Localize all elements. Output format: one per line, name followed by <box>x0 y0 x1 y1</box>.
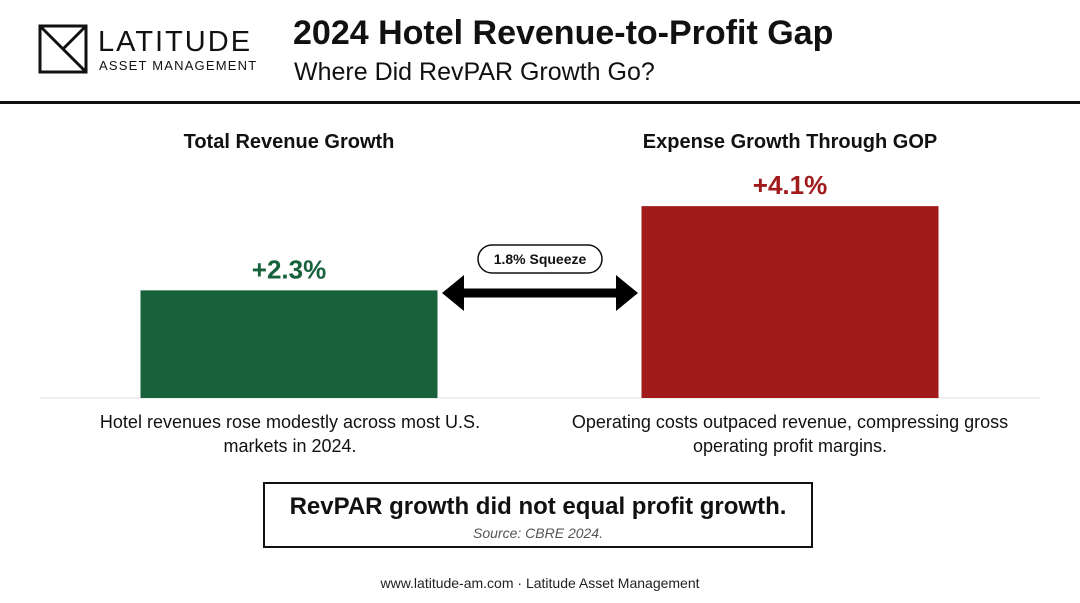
squeeze-arrow <box>442 275 638 311</box>
page-title: 2024 Hotel Revenue-to-Profit Gap <box>293 14 834 52</box>
squeeze-annotation: 1.8% Squeeze <box>494 251 587 267</box>
bar-chart: Total Revenue Growth Expense Growth Thro… <box>40 131 1040 399</box>
source-note: Source: CBRE 2024. <box>473 525 603 541</box>
value-label-revenue: +2.3% <box>252 254 326 284</box>
brand-name: LATITUDE <box>98 26 253 58</box>
revenue-description: Hotel revenues rose modestly across most… <box>99 412 481 456</box>
category-label-revenue: Total Revenue Growth <box>184 131 395 153</box>
value-label-expense: +4.1% <box>753 170 827 200</box>
bar-revenue <box>140 290 438 398</box>
key-takeaway-box: RevPAR growth did not equal profit growt… <box>263 482 813 548</box>
brand-subname: ASSET MANAGEMENT <box>99 58 258 73</box>
header-divider <box>0 101 1080 104</box>
footer: www.latitude-am.com · Latitude Asset Man… <box>380 575 700 591</box>
page-subtitle: Where Did RevPAR Growth Go? <box>294 58 655 86</box>
key-takeaway: RevPAR growth did not equal profit growt… <box>289 493 787 520</box>
category-label-expense: Expense Growth Through GOP <box>643 131 937 153</box>
squeeze-annotation-box <box>477 244 603 274</box>
expense-description: Operating costs outpaced revenue, compre… <box>571 412 1009 456</box>
header: LATITUDE ASSET MANAGEMENT 2024 Hotel Rev… <box>0 0 1080 104</box>
bar-expense <box>641 206 939 398</box>
logo-icon <box>38 24 88 74</box>
